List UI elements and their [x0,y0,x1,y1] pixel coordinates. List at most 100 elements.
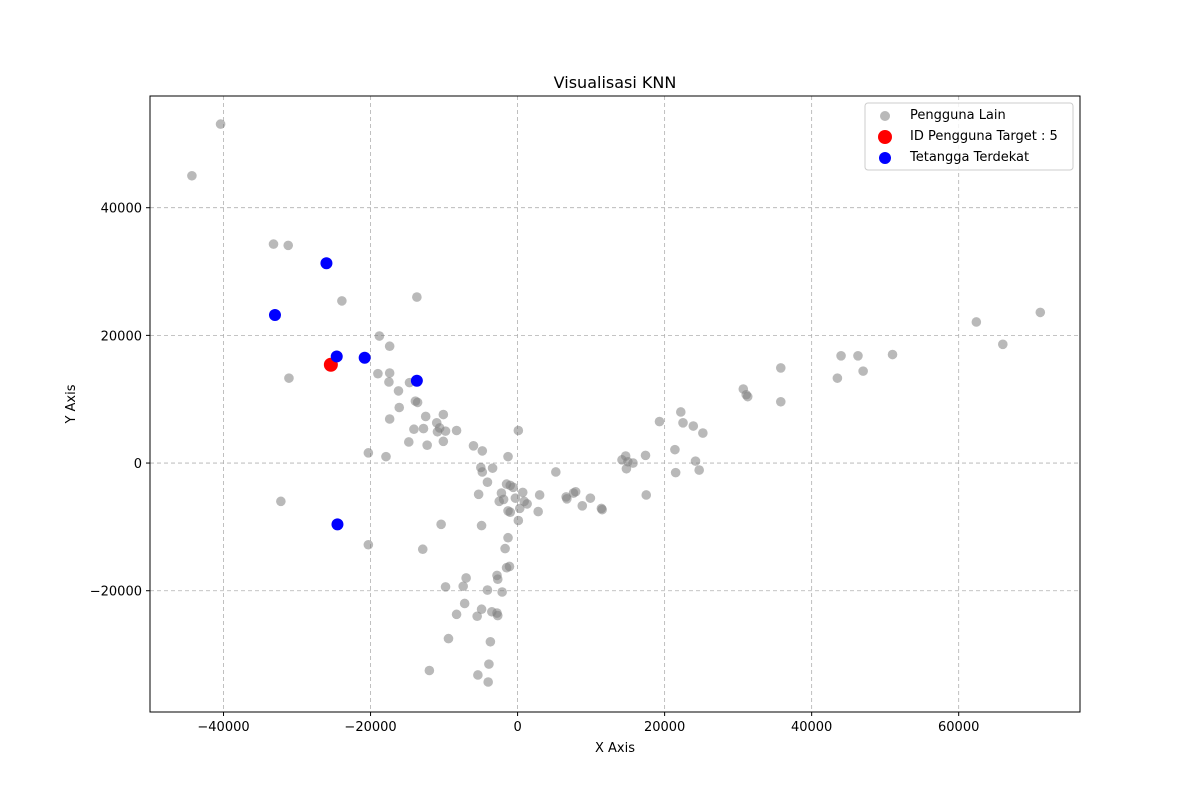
other-user-point [510,493,521,503]
other-user-point [1035,307,1046,318]
other-user-point [640,450,651,461]
other-user-point [853,351,863,361]
other-user-point [570,486,581,497]
x-tick-label: 0 [513,720,521,735]
other-user-point [492,610,503,621]
x-tick-label: −20000 [344,720,396,735]
other-user-point [482,477,493,487]
other-user-point [832,373,843,383]
other-user-point [694,465,704,475]
other-user-point [422,440,432,450]
x-tick-label: 60000 [938,720,979,735]
other-user-point [276,496,286,507]
other-user-point [998,339,1008,350]
grid-lines [150,96,1080,712]
other-user-point [284,373,294,383]
other-user-point [775,363,786,373]
y-tick-label: 0 [134,457,142,472]
other-user-point [551,467,561,477]
other-user-point [215,119,226,129]
other-user-point [585,493,596,503]
other-user-point [487,463,498,473]
other-user-point [836,351,846,361]
other-user-point [473,670,483,680]
other-user-point [461,573,471,583]
y-tick-label: 20000 [101,329,142,344]
x-tick-label: −40000 [197,720,249,735]
other-user-point [514,503,525,514]
other-user-point [451,425,462,436]
other-user-point [443,633,454,644]
other-user-point [268,239,279,249]
y-tick-label: 40000 [101,202,142,217]
x-tick-label: 40000 [791,720,832,735]
other-user-point [503,532,513,543]
other-user-point [418,423,429,434]
other-user-point [472,611,482,622]
other-user-point [403,437,414,447]
other-user-point [440,426,451,436]
other-user-point [498,494,509,505]
other-user-point [438,409,449,420]
other-user-point [438,436,449,447]
other-user-point [485,636,496,647]
axis-ticks: −40000 −20000 0 20000 40000 60000 −20000 0 20000… [90,202,980,735]
other-user-point [476,520,487,531]
other-user-point [412,292,422,302]
other-user-point [420,411,431,422]
other-user-point [440,582,451,592]
legend-marker-pengguna-lain [880,111,890,121]
other-user-point [504,561,515,572]
legend-label-target: ID Pengguna Target : 5 [910,129,1058,144]
other-user-point [688,421,699,431]
other-user-point [742,391,753,402]
nearest-neighbor-point [358,351,371,364]
other-user-point [417,544,428,555]
other-user-point [473,489,484,500]
other-user-point [621,463,632,474]
x-axis-label: X Axis [595,741,635,756]
other-user-point [505,507,516,517]
other-user-point [483,677,493,687]
other-user-point [522,499,532,509]
other-user-point [497,587,507,597]
legend-box [864,102,1074,171]
legend-label-tetangga: Tetangga Terdekat [909,150,1029,165]
other-user-point [654,416,665,427]
other-user-point [393,386,404,396]
other-user-point [384,341,395,352]
other-user-point [503,451,513,462]
other-user-point [458,581,468,592]
other-user-point [374,331,385,341]
other-user-point [670,444,680,455]
other-user-point [476,604,487,615]
y-tick-label: −20000 [90,585,142,600]
other-user-point [675,407,686,417]
other-user-point [459,598,470,609]
other-user-point [373,368,383,379]
data-points [187,119,1046,687]
other-user-point [384,414,395,424]
other-user-point [432,426,443,437]
other-user-point [384,368,395,378]
other-user-point [409,424,419,435]
other-user-point [508,482,518,493]
nearest-neighbor-point [331,518,344,531]
other-user-point [384,377,394,387]
legend-marker-tetangga [879,152,891,164]
x-tick-label: 20000 [644,720,685,735]
other-user-point [513,515,524,526]
other-user-point [858,366,868,376]
other-user-point [381,451,391,462]
other-user-point [971,317,982,327]
y-axis-label: Y Axis [64,384,79,424]
other-user-point [641,490,652,500]
legend-label-pengguna-lain: Pengguna Lain [910,108,1006,123]
other-user-point [412,397,423,408]
other-user-point [500,543,510,554]
nearest-neighbor-point [320,257,333,270]
other-user-point [678,418,688,428]
nearest-neighbor-point [268,308,281,321]
nearest-neighbor-point [330,350,343,363]
plot-frame [149,95,1081,713]
